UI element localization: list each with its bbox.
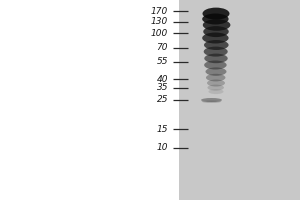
- Ellipse shape: [207, 79, 225, 86]
- Text: 55: 55: [157, 58, 168, 66]
- Ellipse shape: [206, 74, 226, 81]
- Bar: [0, 0, 178, 200]
- Text: 25: 25: [157, 96, 168, 104]
- Ellipse shape: [202, 100, 221, 103]
- Text: 170: 170: [151, 6, 168, 16]
- Text: 10: 10: [157, 144, 168, 152]
- Ellipse shape: [204, 47, 228, 57]
- Text: 130: 130: [151, 18, 168, 26]
- Ellipse shape: [204, 40, 229, 50]
- Ellipse shape: [203, 19, 230, 31]
- Text: 100: 100: [151, 28, 168, 38]
- Text: 35: 35: [157, 83, 168, 92]
- Ellipse shape: [202, 8, 230, 20]
- Ellipse shape: [204, 60, 227, 70]
- Ellipse shape: [201, 98, 222, 102]
- Text: 15: 15: [157, 124, 168, 134]
- Text: 40: 40: [157, 74, 168, 84]
- Ellipse shape: [202, 14, 229, 24]
- Ellipse shape: [203, 26, 229, 37]
- Ellipse shape: [208, 85, 224, 91]
- Ellipse shape: [208, 89, 224, 94]
- Ellipse shape: [204, 54, 228, 63]
- Ellipse shape: [202, 32, 229, 44]
- Ellipse shape: [206, 67, 226, 76]
- Text: 70: 70: [157, 44, 168, 52]
